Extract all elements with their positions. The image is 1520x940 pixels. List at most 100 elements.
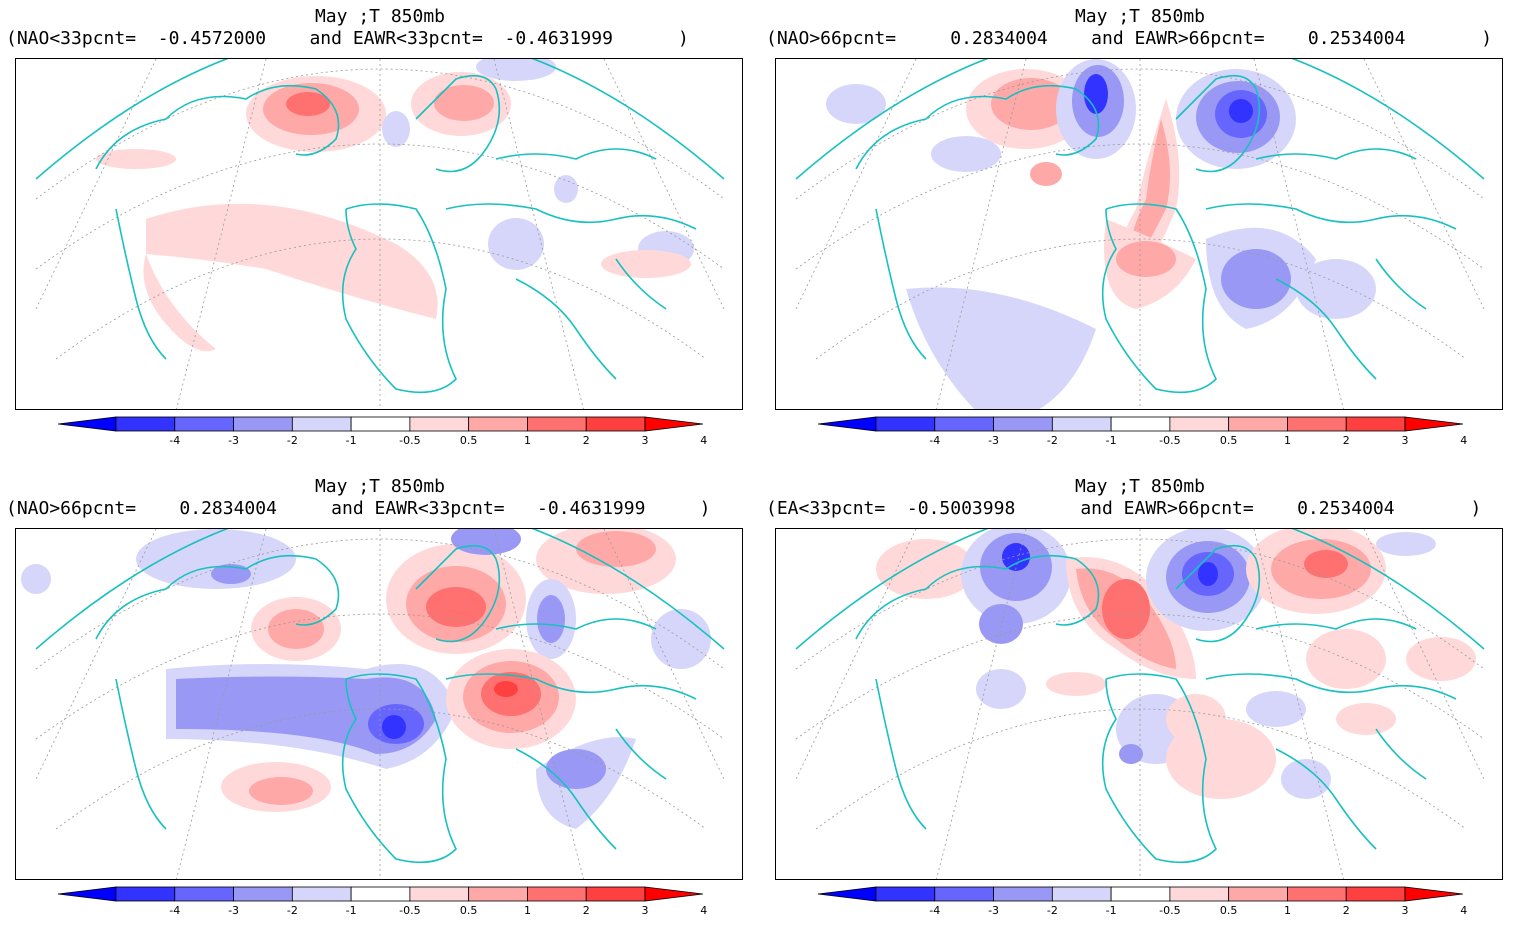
anomaly-map <box>795 59 1485 409</box>
panel-title: May ;T 850mb <box>314 6 446 27</box>
colorbar <box>58 886 703 902</box>
colorbar-tick-label: -1 <box>345 434 357 447</box>
colorbar-tick-label: -2 <box>286 904 298 917</box>
panel-subtitle: (NAO>66pcnt= 0.2834004 and EAWR>66pcnt= … <box>766 28 1493 49</box>
panel-title: May ;T 850mb <box>1074 476 1206 497</box>
colorbar-tick-label: 2 <box>1342 434 1350 447</box>
colorbar-swatch <box>1345 416 1406 432</box>
panel-subtitle: (NAO<33pcnt= -0.4572000 and EAWR<33pcnt=… <box>6 28 689 49</box>
colorbar-tick-label: -0.5 <box>399 434 421 447</box>
colorbar-tick-labels: -4 -3 -2 -1 -0.5 0.5 1 2 3 4 <box>818 904 1467 920</box>
colorbar-swatch <box>1287 886 1347 902</box>
colorbar-swatch <box>585 416 646 432</box>
colorbar-lower-arrow <box>818 886 877 902</box>
colorbar-swatch <box>1287 416 1347 432</box>
panel-nao-high-eawr-high: May ;T 850mb (NAO>66pcnt= 0.2834004 and … <box>760 0 1520 470</box>
colorbar-swatch <box>468 886 528 902</box>
colorbar-tick-label: 4 <box>700 904 708 917</box>
colorbar-tick-label: 0.5 <box>1219 434 1238 447</box>
colorbar-tick-label: -1 <box>345 904 357 917</box>
colorbar-tick-labels: -4 -3 -2 -1 -0.5 0.5 1 2 3 4 <box>58 904 707 920</box>
colorbar-swatch <box>468 416 528 432</box>
colorbar-swatch <box>1345 886 1406 902</box>
colorbar-tick-label: -2 <box>1046 904 1058 917</box>
panel-nao-high-eawr-low: May ;T 850mb (NAO>66pcnt= 0.2834004 and … <box>0 470 760 940</box>
colorbar-swatch <box>174 416 234 432</box>
colorbar-swatch <box>350 886 411 902</box>
colorbar-lower-arrow <box>58 416 117 432</box>
colorbar-tick-label: -0.5 <box>399 904 421 917</box>
map-frame <box>15 58 743 410</box>
colorbar-tick-label: -2 <box>1046 434 1058 447</box>
colorbar-upper-arrow <box>644 416 703 432</box>
colorbar-swatch <box>934 886 994 902</box>
panel-subtitle: (NAO>66pcnt= 0.2834004 and EAWR<33pcnt= … <box>6 498 711 519</box>
colorbar-tick-label: 4 <box>1460 434 1468 447</box>
colorbar-swatch <box>875 886 936 902</box>
panel-subtitle: (EA<33pcnt= -0.5003998 and EAWR>66pcnt= … <box>766 498 1482 519</box>
colorbar-swatch <box>350 416 411 432</box>
panel-title: May ;T 850mb <box>314 476 446 497</box>
colorbar-swatch <box>934 416 994 432</box>
colorbar-swatch <box>233 416 293 432</box>
colorbar-tick-label: -4 <box>169 904 181 917</box>
colorbar-tick-label: 1 <box>523 904 531 917</box>
colorbar-swatch <box>527 416 587 432</box>
colorbar-lower-arrow <box>58 886 117 902</box>
anomaly-map <box>795 529 1485 879</box>
colorbar <box>818 886 1463 902</box>
colorbar-tick-label: 3 <box>641 434 649 447</box>
colorbar-swatch <box>291 416 352 432</box>
map-frame <box>775 528 1503 880</box>
colorbar-tick-label: -2 <box>286 434 298 447</box>
colorbar-swatch <box>993 886 1053 902</box>
colorbar-swatch <box>1228 416 1288 432</box>
map-frame <box>15 528 743 880</box>
colorbar-swatch <box>409 886 470 902</box>
colorbar-tick-label: 2 <box>582 434 590 447</box>
colorbar-tick-label: -4 <box>929 434 941 447</box>
colorbar-tick-labels: -4 -3 -2 -1 -0.5 0.5 1 2 3 4 <box>58 434 707 450</box>
colorbar-upper-arrow <box>1404 416 1463 432</box>
colorbar-tick-label: -1 <box>1105 434 1117 447</box>
colorbar-swatch <box>875 416 936 432</box>
colorbar-swatch <box>233 886 293 902</box>
colorbar <box>58 416 703 432</box>
map-frame <box>775 58 1503 410</box>
colorbar-tick-label: 1 <box>1283 434 1291 447</box>
colorbar-lower-arrow <box>818 416 877 432</box>
colorbar-tick-label: -3 <box>988 904 1000 917</box>
panel-title: May ;T 850mb <box>1074 6 1206 27</box>
colorbar-swatch <box>527 886 587 902</box>
colorbar-tick-label: 0.5 <box>459 904 478 917</box>
colorbar-swatch <box>1051 886 1112 902</box>
colorbar-swatch <box>1228 886 1288 902</box>
colorbar-tick-label: -4 <box>929 904 941 917</box>
colorbar-tick-label: 3 <box>1401 434 1409 447</box>
colorbar <box>818 416 1463 432</box>
colorbar-upper-arrow <box>644 886 703 902</box>
colorbar-swatch <box>409 416 470 432</box>
colorbar-tick-label: -1 <box>1105 904 1117 917</box>
colorbar-tick-labels: -4 -3 -2 -1 -0.5 0.5 1 2 3 4 <box>818 434 1467 450</box>
panel-ea-low-eawr-high: May ;T 850mb (EA<33pcnt= -0.5003998 and … <box>760 470 1520 940</box>
colorbar-swatch <box>174 886 234 902</box>
panel-nao-low-eawr-low: May ;T 850mb (NAO<33pcnt= -0.4572000 and… <box>0 0 760 470</box>
colorbar-tick-label: 0.5 <box>459 434 478 447</box>
anomaly-map <box>35 59 725 409</box>
colorbar-swatch <box>1169 886 1230 902</box>
colorbar-swatch <box>1169 416 1230 432</box>
colorbar-tick-label: 0.5 <box>1219 904 1238 917</box>
colorbar-tick-label: 2 <box>582 904 590 917</box>
colorbar-swatch <box>115 416 176 432</box>
colorbar-tick-label: -0.5 <box>1159 434 1181 447</box>
colorbar-tick-label: 3 <box>641 904 649 917</box>
colorbar-tick-label: 2 <box>1342 904 1350 917</box>
colorbar-tick-label: -0.5 <box>1159 904 1181 917</box>
colorbar-tick-label: 1 <box>1283 904 1291 917</box>
colorbar-swatch <box>1110 416 1171 432</box>
colorbar-swatch <box>585 886 646 902</box>
colorbar-upper-arrow <box>1404 886 1463 902</box>
colorbar-tick-label: 4 <box>1460 904 1468 917</box>
colorbar-tick-label: 3 <box>1401 904 1409 917</box>
